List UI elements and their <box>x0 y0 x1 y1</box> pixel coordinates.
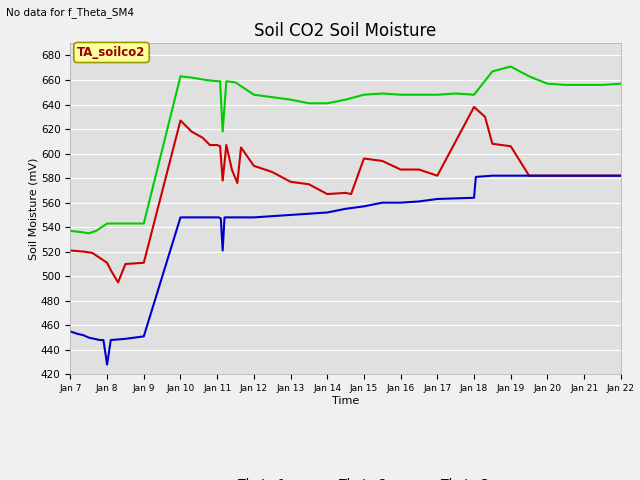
Y-axis label: Soil Moisture (mV): Soil Moisture (mV) <box>28 157 38 260</box>
X-axis label: Time: Time <box>332 396 359 406</box>
Text: No data for f_Theta_SM4: No data for f_Theta_SM4 <box>6 7 134 18</box>
Title: Soil CO2 Soil Moisture: Soil CO2 Soil Moisture <box>255 22 436 40</box>
Text: TA_soilco2: TA_soilco2 <box>77 46 146 59</box>
Legend: Theta 1, Theta 2, Theta 3: Theta 1, Theta 2, Theta 3 <box>198 473 493 480</box>
